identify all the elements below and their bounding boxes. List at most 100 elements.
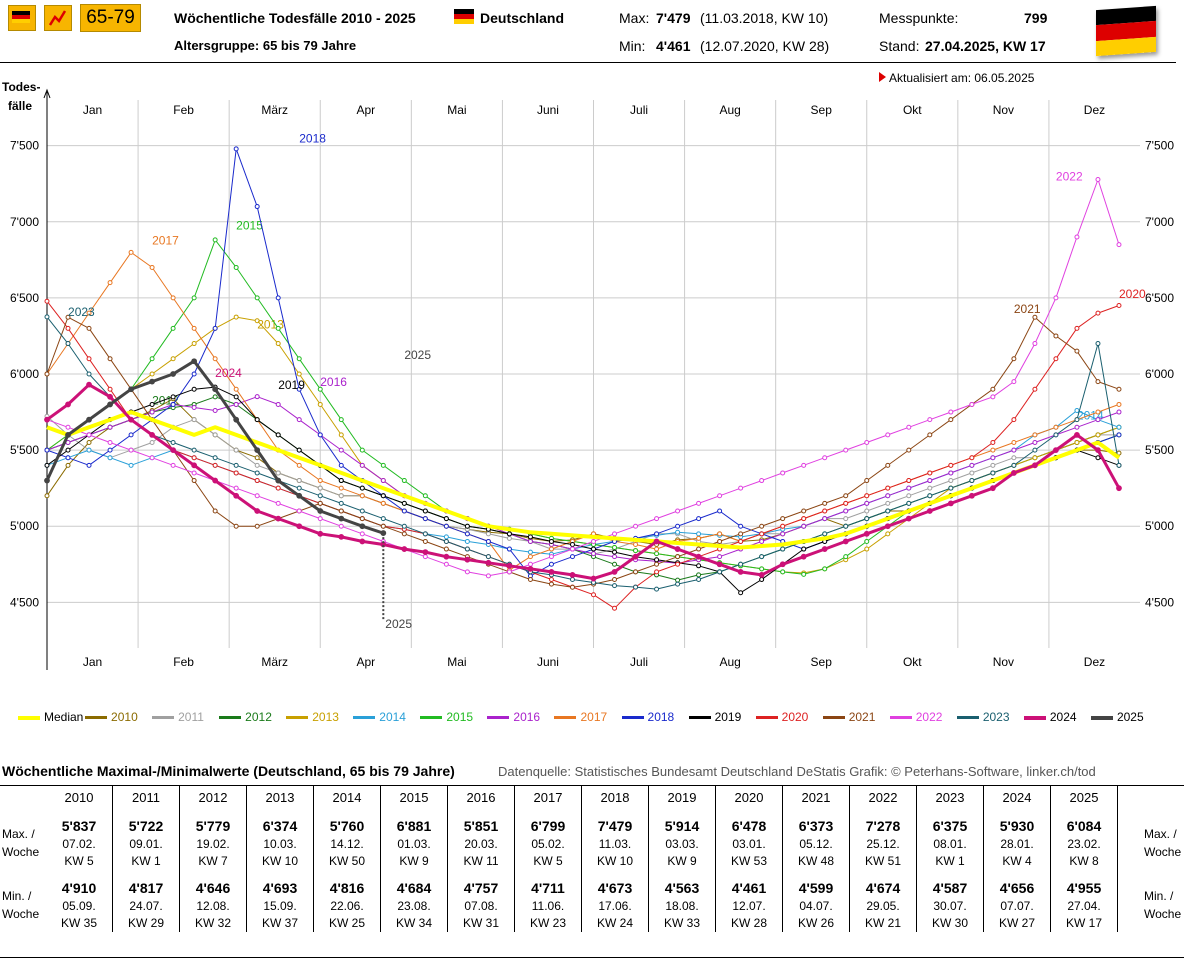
data-point (212, 386, 219, 393)
data-point (275, 470, 281, 476)
points-label: Messpunkte: (879, 10, 959, 26)
data-point (170, 440, 176, 445)
year-header: 2012 (179, 786, 247, 808)
points-value: 799 (1024, 10, 1048, 26)
legend-label: 2011 (178, 710, 204, 724)
series-2024: 2024 (44, 366, 1122, 582)
age-group-badge[interactable]: 65-79 (80, 4, 141, 32)
legend-label: 2019 (714, 710, 742, 724)
data-point (170, 462, 176, 468)
data-point (191, 371, 197, 377)
y-axis-arrow-icon (43, 88, 51, 99)
data-point (86, 416, 92, 423)
data-point (591, 551, 596, 557)
data-point (191, 295, 197, 301)
current-week-label: 2025 (385, 617, 412, 631)
trend-icon[interactable] (44, 5, 72, 31)
y-tick-label-left: 5'500 (10, 443, 39, 457)
data-point (212, 356, 218, 362)
data-point (359, 508, 365, 514)
min-cell: 4'711 11.06. KW 23 (514, 878, 582, 932)
data-point (1116, 424, 1122, 430)
data-point (1095, 432, 1101, 438)
data-point (780, 531, 786, 537)
data-point (212, 462, 218, 468)
data-point (191, 455, 197, 461)
data-point (296, 447, 302, 453)
data-point (548, 546, 554, 552)
data-point (317, 432, 323, 438)
data-point (801, 516, 807, 522)
data-point (464, 531, 470, 537)
data-point (1116, 432, 1122, 438)
data-point (1032, 447, 1038, 453)
data-point (612, 554, 618, 560)
legend-swatch (487, 716, 510, 720)
data-point (1074, 431, 1080, 438)
legend-swatch (85, 716, 108, 720)
data-point (822, 516, 828, 522)
data-point (275, 500, 281, 506)
data-point (738, 523, 744, 529)
data-point (65, 431, 71, 438)
data-point (990, 447, 996, 453)
data-point (359, 462, 365, 468)
data-point (65, 447, 71, 453)
min-cell: 4'817 24.07. KW 29 (112, 878, 180, 932)
legend-label: 2023 (982, 710, 1010, 724)
year-header: 2013 (246, 786, 314, 808)
data-point (443, 546, 449, 552)
month-label-bottom: März (261, 655, 288, 669)
data-point (506, 535, 512, 541)
data-point (380, 516, 386, 522)
data-point (696, 500, 702, 506)
data-point (1011, 447, 1017, 453)
max-row-label-right: Max. / Woche (1144, 827, 1182, 859)
data-point (1053, 424, 1059, 430)
data-point (359, 493, 365, 499)
data-point (527, 538, 533, 544)
data-point (65, 455, 71, 461)
data-point (633, 541, 639, 547)
data-point (696, 572, 702, 578)
data-point (338, 533, 345, 540)
series-label: 2015 (236, 218, 263, 232)
data-point (591, 546, 596, 552)
data-point (1116, 409, 1122, 415)
legend-label: 2013 (312, 710, 339, 724)
germany-flag-icon (1096, 5, 1156, 57)
data-point (296, 386, 302, 392)
data-point (275, 295, 281, 301)
legend-item-2010: 2010 (85, 710, 138, 724)
legend-label: 2022 (915, 710, 943, 724)
y-tick-label-left: 4'500 (10, 595, 39, 609)
data-point (380, 493, 386, 499)
data-point (569, 572, 576, 578)
legend-swatch (1023, 715, 1046, 720)
legend-item-2021: 2021 (822, 710, 875, 724)
data-point (338, 508, 344, 514)
data-point (759, 577, 765, 582)
data-point (275, 432, 281, 438)
legend-swatch (219, 716, 242, 720)
data-point (254, 295, 260, 301)
data-point (191, 325, 197, 331)
data-point (359, 538, 366, 545)
data-point (759, 554, 765, 560)
data-point (338, 523, 344, 529)
data-point (443, 538, 449, 544)
data-point (191, 358, 198, 365)
data-point (170, 394, 176, 400)
data-point (527, 561, 533, 567)
data-point (86, 447, 92, 453)
max-cell: 5'914 03.03. KW 9 (648, 816, 716, 870)
series-label: 2020 (1119, 287, 1146, 301)
data-point (275, 515, 282, 522)
min-cell: 4'955 27.04. KW 17 (1050, 878, 1118, 932)
data-point (254, 447, 261, 454)
data-point (654, 586, 660, 592)
data-point (233, 264, 239, 270)
data-point (548, 538, 554, 544)
data-point (843, 447, 849, 453)
data-point (380, 523, 386, 529)
